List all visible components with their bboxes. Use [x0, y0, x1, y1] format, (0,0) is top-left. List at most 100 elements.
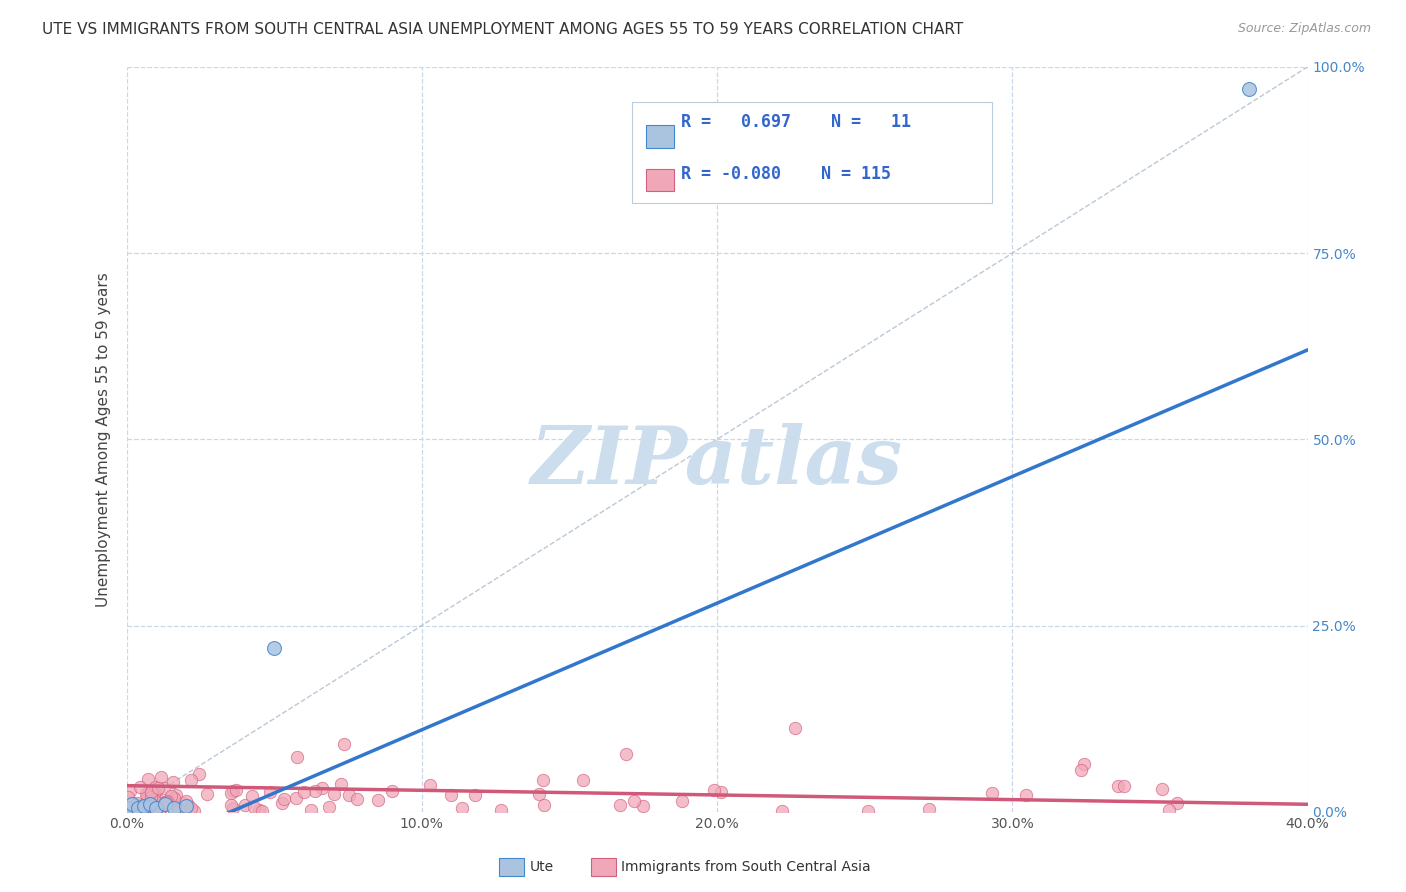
Point [163, 790, 186, 805]
Point [136, 803, 159, 817]
Y-axis label: Unemployment Among Ages 55 to 59 years: Unemployment Among Ages 55 to 59 years [96, 272, 111, 607]
Point [489, 803, 512, 817]
Point [156, 797, 179, 812]
Point [135, 787, 157, 801]
Point [180, 773, 202, 788]
Point [292, 785, 315, 799]
Point [240, 789, 263, 803]
Point [527, 788, 550, 802]
Point [381, 784, 404, 798]
Point [219, 797, 242, 812]
Point [287, 750, 309, 764]
Point [136, 788, 159, 802]
Point [330, 777, 353, 791]
Point [222, 801, 245, 815]
Point [785, 722, 807, 736]
Point [142, 797, 165, 812]
Point [180, 801, 202, 815]
Point [142, 800, 165, 814]
Point [533, 798, 555, 813]
Point [153, 797, 176, 812]
Point [129, 801, 152, 815]
Point [149, 770, 172, 784]
Point [117, 789, 139, 804]
Point [222, 784, 245, 798]
Point [284, 791, 307, 805]
Point [124, 804, 146, 818]
Point [1237, 82, 1260, 96]
Point [1015, 788, 1038, 802]
Point [139, 790, 162, 805]
Point [134, 798, 156, 813]
Point [464, 788, 486, 802]
Point [118, 804, 141, 818]
Point [187, 767, 209, 781]
Point [856, 804, 879, 818]
Point [225, 783, 247, 797]
Point [143, 780, 166, 795]
Point [304, 784, 326, 798]
Point [1159, 803, 1181, 817]
Point [332, 737, 354, 751]
Point [318, 800, 340, 814]
Point [141, 785, 163, 799]
Point [176, 795, 198, 809]
Point [128, 780, 150, 794]
Point [631, 799, 654, 814]
Point [146, 780, 169, 795]
Point [981, 786, 1004, 800]
Point [145, 797, 167, 812]
Point [172, 804, 194, 818]
Point [163, 801, 186, 815]
Point [1150, 781, 1173, 796]
Point [153, 781, 176, 796]
Point [139, 799, 162, 814]
Point [124, 798, 146, 813]
Point [127, 803, 149, 817]
Point [710, 785, 733, 799]
Point [918, 802, 941, 816]
Point [1073, 757, 1095, 772]
Point [419, 778, 441, 792]
Point [118, 783, 141, 797]
Point [1107, 779, 1129, 793]
Point [247, 803, 270, 817]
Point [1166, 796, 1188, 810]
Point [440, 788, 463, 802]
Point [367, 793, 389, 807]
Text: Source: ZipAtlas.com: Source: ZipAtlas.com [1237, 22, 1371, 36]
Point [1114, 779, 1136, 793]
Point [148, 798, 170, 813]
Point [243, 799, 266, 814]
Point [671, 794, 693, 808]
Point [148, 805, 170, 819]
Point [129, 800, 152, 814]
Point [337, 789, 360, 803]
Point [703, 783, 725, 797]
Point [233, 797, 256, 812]
Point [299, 803, 322, 817]
Point [160, 789, 183, 803]
Point [121, 797, 143, 812]
Point [155, 795, 177, 809]
Point [139, 797, 162, 812]
Point [346, 792, 368, 806]
Point [162, 775, 184, 789]
Text: R =   0.697    N =   11: R = 0.697 N = 11 [681, 112, 911, 130]
Point [623, 794, 645, 808]
Point [142, 793, 165, 807]
Point [614, 747, 637, 761]
Point [146, 792, 169, 806]
Point [609, 797, 631, 812]
Point [177, 798, 200, 813]
Point [252, 805, 274, 819]
Point [143, 787, 166, 801]
Point [136, 772, 159, 787]
Point [770, 804, 793, 818]
Point [115, 801, 138, 815]
Point [322, 787, 344, 801]
Point [125, 797, 148, 811]
Point [166, 802, 188, 816]
Point [155, 794, 177, 808]
Point [195, 787, 218, 801]
